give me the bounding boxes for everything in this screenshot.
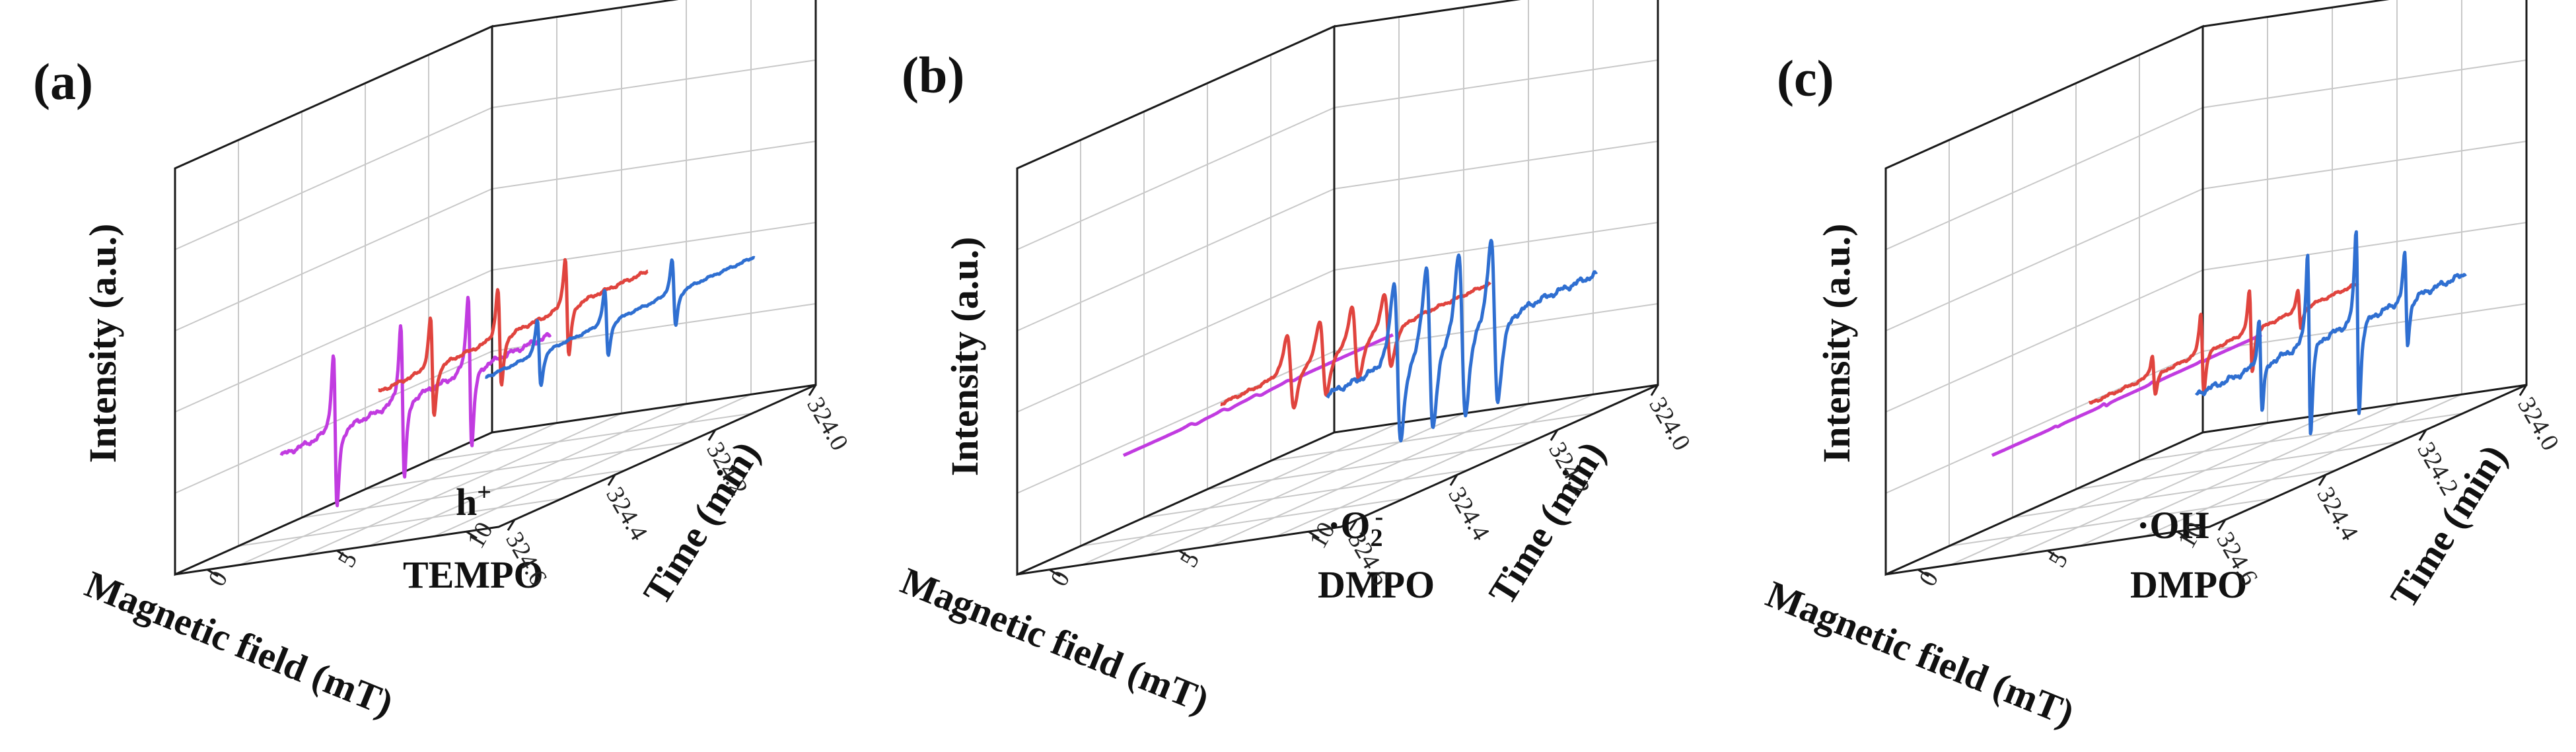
panel-label: (a)	[33, 53, 93, 110]
x-tick-label: 324.0	[2512, 393, 2564, 456]
z-axis-label: Time (min)	[1480, 434, 1614, 612]
z-axis-label: Time (min)	[635, 434, 768, 612]
x-axis-label: Magnetic field (mT)	[1760, 572, 2080, 735]
z-tick-label: 5	[2043, 547, 2073, 572]
x-tick-label: 324.4	[2311, 483, 2363, 545]
species-label: h+	[456, 479, 491, 524]
z-tick-label: 0	[203, 566, 233, 591]
x-tick-label: 324.4	[1443, 483, 1495, 545]
z-tick-label: 5	[1174, 547, 1205, 572]
species-main: h	[456, 481, 477, 524]
series-line-0-min	[279, 296, 552, 508]
panel-label: (c)	[1777, 50, 1834, 107]
panel-b: (b) Intensity (a.u.) Magnetic field (mT)…	[895, 0, 1696, 722]
y-axis-label: Intensity (a.u.)	[81, 224, 124, 463]
spin-trap-label: DMPO	[1318, 563, 1435, 606]
z-tick-label: 0	[1914, 566, 1944, 591]
x-tick-label: 324.4	[600, 483, 653, 545]
series-line-5-min	[1219, 281, 1491, 410]
y-axis-label: Intensity (a.u.)	[943, 237, 986, 477]
z-tick-label: 0	[1045, 566, 1075, 591]
panel-a: (a) Intensity (a.u.) Magnetic field (mT)…	[33, 0, 853, 725]
z-tick-label: 5	[332, 547, 363, 572]
species-sub: 2	[1370, 524, 1382, 552]
x-tick-label: 324.0	[1643, 393, 1696, 456]
x-tick-label: 324.0	[801, 393, 853, 456]
series-line-10-min	[1326, 238, 1598, 443]
species-sup: +	[477, 479, 491, 506]
species-label: ·OH	[2137, 504, 2209, 547]
species-label: ·O2-	[1328, 503, 1383, 552]
series-line-10-min	[484, 256, 756, 388]
panel-c: (c) Intensity (a.u.) Magnetic field (mT)…	[1760, 0, 2564, 735]
series-line-0-min	[1991, 333, 2263, 458]
species-main: ·O	[1328, 504, 1370, 547]
series-line-0-min	[1122, 333, 1394, 458]
spin-trap-label: DMPO	[2130, 563, 2247, 606]
x-axis-label: Magnetic field (mT)	[79, 563, 399, 725]
spin-trap-label: TEMPO	[403, 553, 544, 596]
series-line-5-min	[2088, 281, 2360, 405]
series-line-10-min	[2194, 230, 2467, 436]
panel-label: (b)	[902, 46, 964, 104]
y-axis-label: Intensity (a.u.)	[1815, 224, 1858, 463]
x-tick-label: 324.2	[2412, 438, 2464, 500]
species-main: ·OH	[2137, 504, 2209, 547]
species-sup: -	[1375, 503, 1383, 531]
